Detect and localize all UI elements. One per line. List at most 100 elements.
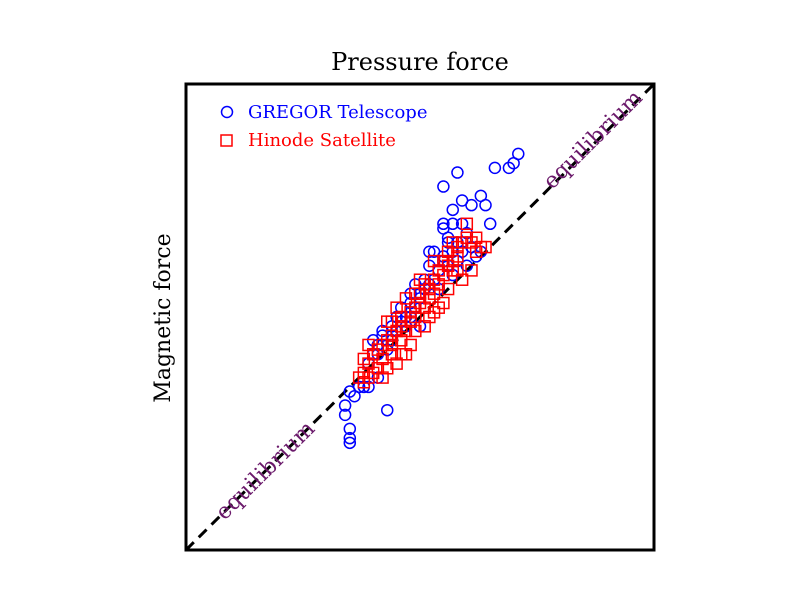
- data-point: [343, 431, 357, 445]
- data-point: [437, 268, 450, 282]
- data-point: [362, 338, 375, 352]
- data-point: [409, 310, 422, 324]
- data-point: [441, 245, 455, 259]
- data-point: [465, 198, 478, 212]
- data-point: [357, 375, 371, 389]
- data-point: [432, 278, 445, 291]
- annotation-equilibrium-0: equilibrium: [539, 85, 648, 194]
- y-axis-label: Magnetic force: [151, 233, 176, 402]
- data-point: [413, 296, 427, 310]
- data-point: [455, 273, 469, 286]
- data-point: [371, 343, 385, 356]
- data-point: [446, 203, 460, 217]
- data-point: [413, 273, 427, 286]
- series-1: [352, 217, 492, 389]
- legend-label-hinode: Hinode Satellite: [248, 130, 396, 151]
- data-point: [357, 366, 371, 380]
- data-point: [385, 329, 399, 342]
- data-point: [371, 362, 385, 375]
- data-point: [460, 259, 474, 272]
- data-point: [343, 436, 357, 450]
- data-point: [418, 278, 431, 291]
- data-point: [338, 408, 352, 422]
- data-point: [479, 198, 492, 212]
- legend-label-gregor: GREGOR Telescope: [248, 102, 427, 123]
- data-point: [366, 366, 380, 380]
- data-point: [352, 371, 366, 384]
- data-point: [423, 282, 436, 296]
- data-point: [395, 334, 408, 347]
- data-point: [479, 240, 492, 254]
- data-point: [437, 180, 450, 193]
- legend: GREGOR Telescope Hinode Satellite: [220, 102, 427, 151]
- data-point: [441, 282, 455, 296]
- data-point: [343, 422, 357, 436]
- data-point: [395, 348, 408, 361]
- data-point: [418, 320, 431, 333]
- data-point: [390, 301, 403, 314]
- data-point: [423, 259, 436, 272]
- legend-marker-hinode: [220, 134, 233, 147]
- data-point: [404, 315, 417, 328]
- data-point: [362, 357, 375, 370]
- data-point: [380, 403, 394, 417]
- data-point: [376, 371, 389, 384]
- data-point: [385, 348, 399, 361]
- data-point: [404, 338, 417, 352]
- equilibrium-line: [184, 82, 656, 552]
- data-point: [362, 380, 375, 394]
- data-point: [399, 324, 413, 338]
- data-point: [437, 296, 450, 310]
- data-point: [432, 301, 445, 314]
- data-point: [427, 273, 441, 286]
- data-point: [451, 240, 464, 254]
- data-point: [469, 245, 483, 259]
- data-point: [404, 306, 417, 319]
- data-point: [418, 301, 431, 314]
- data-point: [441, 259, 455, 272]
- data-point: [366, 348, 380, 361]
- data-point: [423, 292, 436, 305]
- data-point: [362, 371, 375, 384]
- data-point: [423, 245, 436, 259]
- data-point: [460, 231, 474, 245]
- plot-area: equilibrium equilibrium: [184, 82, 656, 552]
- data-point: [390, 324, 403, 338]
- data-point: [437, 254, 450, 268]
- data-point: [451, 166, 464, 179]
- series-layer: [338, 147, 525, 450]
- data-point: [376, 352, 389, 366]
- reference-line-layer: [184, 82, 656, 552]
- data-point: [427, 287, 441, 300]
- data-point: [390, 357, 403, 370]
- data-point: [437, 222, 450, 235]
- data-point: [409, 324, 422, 338]
- data-point: [427, 245, 441, 259]
- data-point: [338, 399, 352, 412]
- data-point: [352, 380, 366, 394]
- data-point: [395, 310, 408, 324]
- data-point: [469, 231, 483, 245]
- data-point: [512, 147, 525, 161]
- data-point: [427, 254, 441, 268]
- data-point: [483, 217, 497, 231]
- chart-title: Pressure force: [331, 48, 509, 76]
- data-point: [427, 306, 441, 319]
- data-point: [409, 278, 422, 291]
- data-point: [409, 301, 422, 314]
- data-point: [446, 236, 460, 249]
- data-point: [465, 236, 478, 249]
- data-point: [409, 287, 422, 300]
- data-point: [395, 320, 408, 333]
- plot-frame: [184, 82, 656, 552]
- data-point: [455, 236, 469, 249]
- data-point: [446, 254, 460, 268]
- series-0: [338, 147, 525, 450]
- data-point: [366, 334, 380, 347]
- data-point: [437, 217, 450, 231]
- legend-marker-gregor: [220, 105, 234, 119]
- data-point: [502, 161, 516, 175]
- data-point: [380, 334, 394, 347]
- data-point: [380, 315, 394, 328]
